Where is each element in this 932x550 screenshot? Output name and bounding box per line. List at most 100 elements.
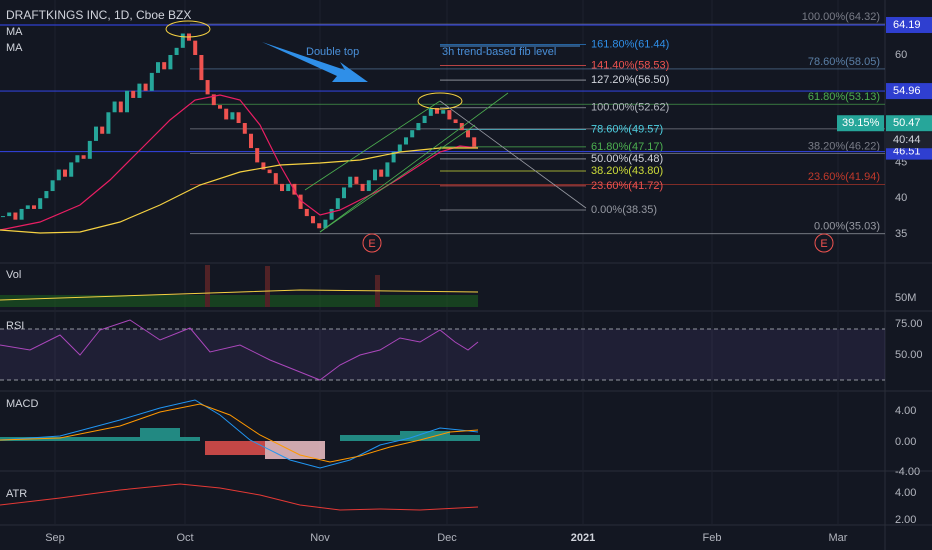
axis-label: 4.00 xyxy=(895,405,916,417)
candle xyxy=(193,40,198,55)
candle xyxy=(205,80,210,95)
candle xyxy=(125,90,129,113)
candle xyxy=(100,126,105,134)
candle xyxy=(435,107,439,114)
x-tick-label: Nov xyxy=(310,532,330,544)
fib-label: 127.20%(56.50) xyxy=(591,74,669,86)
pane-title: ATR xyxy=(6,488,27,500)
rsi-line xyxy=(0,319,479,381)
fib-label: 100.00%(52.62) xyxy=(591,102,669,114)
candle xyxy=(50,180,55,192)
fib-label: 161.80%(61.44) xyxy=(591,39,669,51)
x-tick-label: Sep xyxy=(45,532,65,544)
candle xyxy=(236,112,241,124)
price-tag xyxy=(886,16,932,33)
candle xyxy=(75,155,80,163)
candle xyxy=(255,148,260,163)
candle xyxy=(162,62,167,70)
candle xyxy=(441,110,446,114)
candle xyxy=(261,162,266,170)
candle xyxy=(1,216,5,218)
candle xyxy=(311,216,315,224)
axis-label: 75.00 xyxy=(895,318,923,330)
candle xyxy=(348,176,353,188)
candle xyxy=(32,205,36,209)
candle xyxy=(149,72,154,91)
candle xyxy=(466,130,470,138)
macd-line xyxy=(0,399,479,469)
fib-label: 38.20%(43.80) xyxy=(591,165,663,177)
indicator: MA xyxy=(6,26,23,38)
candle xyxy=(230,112,235,120)
candle xyxy=(7,212,12,217)
fib-label: 100.00%(64.32) xyxy=(802,11,880,23)
candle xyxy=(373,169,377,181)
axis-label: 50M xyxy=(895,292,916,304)
fib-label: 23.60%(41.94) xyxy=(808,171,880,183)
candle xyxy=(44,191,49,199)
price-tag-label: 64.19 xyxy=(893,19,921,31)
fib-label: 78.60%(58.05) xyxy=(808,56,880,68)
candle xyxy=(81,155,86,159)
x-tick-label: Feb xyxy=(703,532,722,544)
y-tick-label: 40 xyxy=(895,192,907,204)
candle xyxy=(168,54,173,70)
x-tick-label: Oct xyxy=(176,532,193,544)
pane-title: MACD xyxy=(6,398,38,410)
candle xyxy=(211,94,216,106)
candle xyxy=(273,173,278,184)
candle xyxy=(453,119,458,124)
volume-ma xyxy=(0,289,479,301)
fib-label: 23.60%(41.72) xyxy=(591,180,663,192)
chart-title: DRAFTKINGS INC, 1D, Cboe BZX xyxy=(6,8,191,22)
fib-label: 78.60%(49.57) xyxy=(591,124,663,136)
candle xyxy=(280,183,284,192)
axis-label: 4.00 xyxy=(895,487,916,499)
last-price-label: 50.47 xyxy=(893,117,921,129)
candle xyxy=(366,180,371,192)
candle xyxy=(298,194,303,209)
candle xyxy=(422,115,427,124)
candle xyxy=(410,130,415,138)
countdown-label: 40:44 xyxy=(893,134,921,146)
signal-line xyxy=(0,403,479,463)
candle xyxy=(112,101,117,113)
earnings-marker xyxy=(814,233,834,253)
candle xyxy=(174,47,179,55)
candle xyxy=(106,112,111,134)
top-ellipse xyxy=(165,20,211,38)
candle xyxy=(416,123,421,131)
earnings-marker xyxy=(362,233,382,253)
candle xyxy=(224,108,229,120)
candle xyxy=(180,33,185,48)
candle xyxy=(156,62,160,73)
atr-line xyxy=(0,483,479,511)
fib-label: 38.20%(46.22) xyxy=(808,141,880,153)
top-ellipse xyxy=(417,92,463,110)
fib-label: 0.00%(35.03) xyxy=(814,221,880,233)
y-tick-label: 35 xyxy=(895,228,907,240)
candle xyxy=(354,176,359,184)
last-price-tag xyxy=(886,115,932,132)
candle xyxy=(323,219,328,229)
candle xyxy=(249,133,253,149)
fib-label: 61.80%(47.17) xyxy=(591,141,663,153)
candle xyxy=(137,83,142,98)
fib-label: 50.00%(45.48) xyxy=(591,153,663,165)
candle xyxy=(342,187,346,199)
rsi-band xyxy=(0,329,885,380)
axis-label: 2.00 xyxy=(895,514,916,526)
candle xyxy=(143,83,148,91)
candle xyxy=(335,198,340,209)
candle xyxy=(447,110,452,120)
candle xyxy=(379,169,384,177)
fib-label: 61.80%(53.13) xyxy=(808,91,880,103)
x-tick-label: Dec xyxy=(437,532,457,544)
candle xyxy=(385,162,390,177)
candle xyxy=(56,169,61,181)
ma-50 xyxy=(0,147,478,234)
candle xyxy=(218,105,222,109)
candle xyxy=(25,205,30,209)
